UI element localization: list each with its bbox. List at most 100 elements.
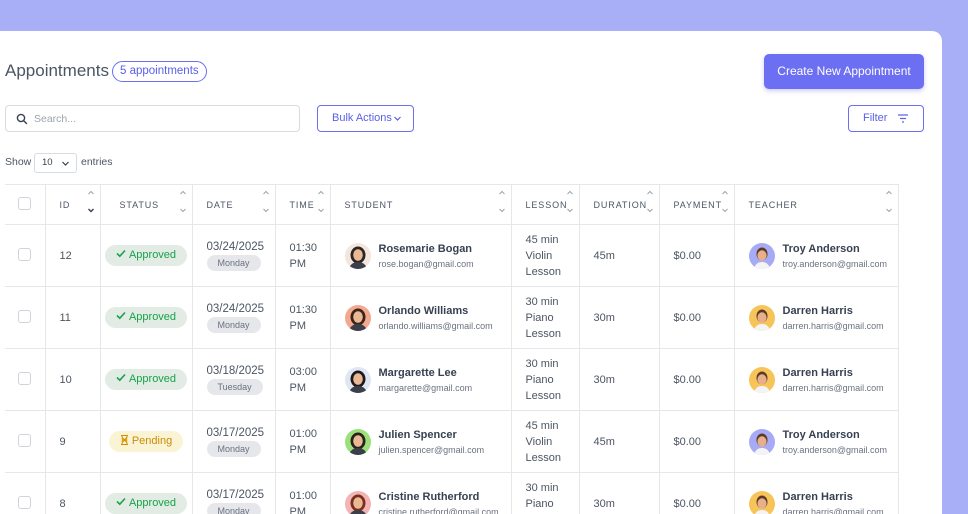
column-header-teacher[interactable]: TEACHER — [734, 184, 899, 225]
sort-icon — [87, 189, 95, 219]
teacher-email: troy.anderson@gmail.com — [782, 258, 888, 269]
teacher-name[interactable]: Darren Harris — [782, 304, 853, 317]
student-email: orlando.williams@gmail.com — [378, 320, 493, 331]
row-checkbox[interactable] — [18, 247, 31, 261]
filter-label: Filter — [863, 112, 888, 124]
teacher-email: darren.harris@gmail.com — [782, 320, 884, 331]
sort-icon — [498, 189, 506, 219]
teacher-avatar — [748, 242, 775, 269]
filter-button[interactable]: Filter — [848, 105, 924, 132]
date-cell: 03/18/2025 Tuesday — [192, 348, 276, 411]
lesson-cell: 45 min Violin Lesson — [511, 410, 580, 473]
filter-icon — [898, 114, 908, 123]
bulk-actions-dropdown[interactable]: Bulk Actions — [317, 105, 414, 132]
chevron-down-icon — [394, 116, 401, 121]
sort-icon — [885, 189, 893, 219]
student-avatar — [344, 490, 371, 514]
count-badge: 5 appointments — [112, 61, 207, 82]
column-header-student[interactable]: STUDENT — [330, 184, 512, 225]
teacher-avatar — [748, 366, 775, 393]
row-checkbox[interactable] — [18, 371, 31, 385]
teacher-cell: Darren Harris darren.harris@gmail.com — [734, 286, 899, 349]
status-cell: Approved — [100, 472, 193, 514]
appointments-table: ID STATUS DATE TIME STUDENT LESSON DURAT… — [5, 184, 899, 514]
table-row[interactable]: 10 Approved 03/18/2025 Tuesday 03:00 PM Ma… — [5, 348, 899, 411]
date-cell: 03/24/2025 Monday — [192, 286, 276, 349]
check-icon — [116, 373, 129, 385]
status-badge: Approved — [104, 307, 188, 328]
check-icon — [116, 311, 129, 323]
entries-select[interactable]: 10 — [34, 153, 77, 173]
id-cell: 10 — [45, 348, 101, 411]
create-appointment-button[interactable]: Create New Appointment — [764, 54, 924, 89]
teacher-cell: Troy Anderson troy.anderson@gmail.com — [734, 410, 899, 473]
status-cell: Pending — [100, 410, 193, 473]
student-name[interactable]: Rosemarie Bogan — [378, 242, 473, 255]
row-checkbox[interactable] — [18, 433, 31, 447]
sort-icon — [646, 189, 654, 219]
search-box[interactable] — [5, 105, 300, 132]
column-header-time[interactable]: TIME — [275, 184, 331, 225]
column-header-id[interactable]: ID — [45, 184, 101, 225]
row-checkbox[interactable] — [18, 309, 31, 323]
row-checkbox[interactable] — [18, 495, 31, 509]
teacher-name[interactable]: Darren Harris — [782, 490, 853, 503]
teacher-email: darren.harris@gmail.com — [782, 382, 884, 393]
check-icon — [116, 249, 129, 261]
table-row[interactable]: 8 Approved 03/17/2025 Monday 01:00 PM Cris… — [5, 472, 899, 514]
duration-cell: 30m — [579, 348, 660, 411]
row-select-cell — [5, 348, 46, 411]
table-row[interactable]: 9 Pending 03/17/2025 Monday 01:00 PM Julie… — [5, 410, 899, 473]
column-header-status[interactable]: STATUS — [100, 184, 193, 225]
duration-cell: 30m — [579, 286, 660, 349]
select-all-checkbox[interactable] — [18, 197, 31, 210]
row-select-cell — [5, 286, 46, 349]
payment-cell: $0.00 — [659, 472, 735, 514]
teacher-email: troy.anderson@gmail.com — [782, 444, 888, 455]
teacher-cell: Troy Anderson troy.anderson@gmail.com — [734, 224, 899, 287]
bulk-actions-label: Bulk Actions — [332, 112, 392, 124]
status-badge: Approved — [104, 493, 188, 514]
student-avatar — [344, 242, 371, 269]
student-name[interactable]: Cristine Rutherford — [378, 490, 480, 503]
status-cell: Approved — [100, 224, 193, 287]
student-name[interactable]: Orlando Williams — [378, 304, 469, 317]
payment-cell: $0.00 — [659, 348, 735, 411]
date-cell: 03/24/2025 Monday — [192, 224, 276, 287]
teacher-name[interactable]: Troy Anderson — [782, 242, 860, 255]
column-header-duration[interactable]: DURATION — [579, 184, 660, 225]
teacher-email: darren.harris@gmail.com — [782, 506, 884, 514]
student-cell: Julien Spencer julien.spencer@gmail.com — [330, 410, 512, 473]
sort-icon — [262, 189, 270, 219]
student-name[interactable]: Margarette Lee — [378, 366, 457, 379]
teacher-cell: Darren Harris darren.harris@gmail.com — [734, 472, 899, 514]
column-header-lesson[interactable]: LESSON — [511, 184, 580, 225]
teacher-avatar — [748, 304, 775, 331]
entries-label: entries — [81, 156, 113, 168]
student-name[interactable]: Julien Spencer — [378, 428, 457, 441]
status-cell: Approved — [100, 348, 193, 411]
column-header-date[interactable]: DATE — [192, 184, 276, 225]
day-badge: Monday — [206, 254, 261, 271]
id-cell: 8 — [45, 472, 101, 514]
id-cell: 9 — [45, 410, 101, 473]
day-badge: Monday — [206, 440, 261, 457]
column-header-payment[interactable]: PAYMENT — [659, 184, 735, 225]
day-badge: Monday — [206, 316, 261, 333]
duration-cell: 45m — [579, 224, 660, 287]
table-row[interactable]: 11 Approved 03/24/2025 Monday 01:30 PM Orl… — [5, 286, 899, 349]
teacher-avatar — [748, 490, 775, 514]
student-cell: Margarette Lee margarette@gmail.com — [330, 348, 512, 411]
table-row[interactable]: 12 Approved 03/24/2025 Monday 01:30 PM Ros… — [5, 224, 899, 287]
teacher-name[interactable]: Darren Harris — [782, 366, 853, 379]
student-avatar — [344, 428, 371, 455]
time-cell: 03:00 PM — [275, 348, 331, 411]
page-title: Appointments — [5, 61, 109, 80]
teacher-name[interactable]: Troy Anderson — [782, 428, 860, 441]
student-email: cristine.rutherford@gmail.com — [378, 506, 499, 514]
row-select-cell — [5, 410, 46, 473]
search-input[interactable] — [34, 110, 284, 128]
id-cell: 11 — [45, 286, 101, 349]
